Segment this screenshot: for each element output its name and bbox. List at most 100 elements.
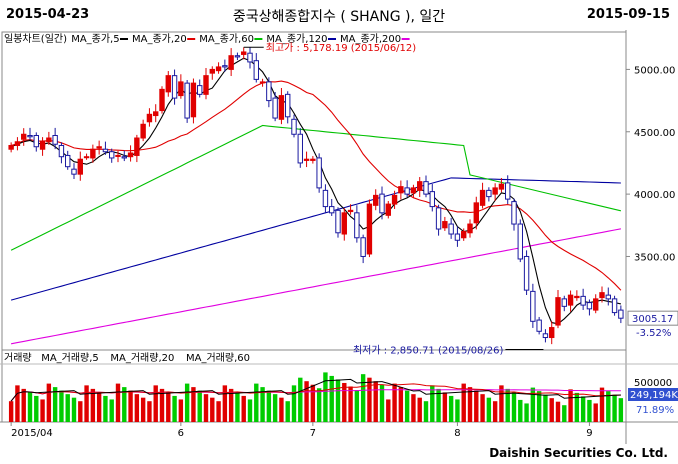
candle-body-88: [561, 298, 567, 307]
volume-legend-0: 거래량: [4, 352, 32, 364]
volume-bar-22: [147, 401, 152, 422]
last-price-label: 3005.17: [632, 314, 673, 325]
candle-body-3: [27, 135, 33, 138]
candle-body-66: [423, 181, 429, 195]
volume-bar-12: [84, 385, 89, 422]
volume-bar-50: [323, 372, 328, 422]
candle-body-92: [586, 302, 593, 310]
volume-bar-35: [228, 388, 234, 422]
volume-bar-40: [260, 387, 265, 422]
volume-bar-33: [216, 401, 221, 422]
volume-bar-69: [442, 392, 448, 422]
candle-body-35: [228, 55, 234, 70]
volume-bar-34: [222, 385, 228, 422]
volume-bar-8: [59, 390, 64, 422]
volume-bar-82: [524, 403, 529, 422]
high-annotation: 최고가 : 5,178.19 (2015/06/12): [266, 42, 417, 54]
candle-body-2: [21, 133, 27, 140]
price-legend-5: MA_종가,200: [340, 33, 401, 45]
volume-bar-80: [511, 392, 517, 422]
volume-bar-66: [423, 401, 429, 422]
candle-body-8: [58, 144, 65, 158]
volume-bar-68: [436, 388, 441, 422]
candle-body-62: [398, 186, 404, 194]
candle-body-54: [347, 209, 354, 213]
volume-bar-11: [78, 401, 83, 422]
volume-bar-44: [285, 401, 290, 422]
volume-bar-6: [46, 383, 52, 422]
volume-bar-43: [279, 397, 284, 422]
candle-body-49: [316, 157, 322, 189]
price-legend-1: MA_종가,5: [71, 33, 119, 45]
volume-bar-10: [71, 397, 77, 422]
price-tick-label-1: 4500.00: [634, 128, 675, 139]
last-volume-box: [628, 388, 678, 401]
candle-body-11: [77, 158, 83, 175]
candle-body-83: [530, 290, 536, 322]
candle-body-55: [354, 212, 360, 239]
volume-bar-57: [367, 377, 372, 422]
price-legend-3: MA_종가,60: [199, 33, 254, 45]
volume-bar-20: [134, 394, 140, 422]
candle-body-64: [410, 187, 417, 194]
stock-chart[interactable]: 5000.00 4500.00 4000.00 3500.00 2015/04 6 7 8 9 일…: [0, 30, 678, 444]
volume-legend-3: MA_거래량,60: [186, 352, 250, 364]
candle-body-7: [52, 135, 58, 145]
x-tick-label-0: 2015/04: [11, 428, 53, 439]
candle-body-25: [165, 75, 171, 93]
candle-body-73: [467, 223, 473, 234]
candle-body-48: [310, 158, 316, 161]
volume-bar-9: [65, 394, 70, 422]
candle-body-45: [291, 118, 297, 135]
candle-body-67: [429, 191, 435, 208]
volume-bar-73: [467, 387, 473, 422]
candle-body-74: [473, 202, 479, 224]
volume-bar-17: [115, 383, 121, 422]
candle-body-1: [14, 141, 21, 146]
candle-body-41: [266, 81, 272, 102]
candle-body-22: [146, 113, 153, 123]
volume-bar-58: [373, 381, 378, 422]
volume-bar-30: [197, 390, 202, 422]
volume-bar-51: [329, 375, 334, 422]
volume-bar-13: [90, 388, 96, 422]
volume-bar-86: [549, 398, 554, 422]
candle-body-86: [549, 327, 555, 339]
end-date: 2015-09-15: [586, 7, 670, 22]
volume-bar-60: [386, 399, 391, 422]
candle-body-17: [115, 154, 121, 157]
candle-body-78: [498, 183, 505, 190]
candle-body-52: [335, 209, 341, 234]
volume-bar-7: [52, 387, 58, 422]
volume-bar-3: [27, 392, 33, 422]
candle-body-10: [71, 168, 77, 175]
candle-body-38: [247, 52, 253, 63]
price-tick-label-0: 5000.00: [634, 65, 675, 76]
volume-bar-94: [599, 387, 605, 422]
candle-body-75: [479, 189, 486, 206]
candle-body-27: [178, 81, 184, 97]
candle-body-6: [46, 137, 52, 143]
ma20-line: [10, 80, 622, 291]
chart-title: 중국상해종합지수 ( SHANG ), 일간: [232, 9, 446, 25]
volume-bar-42: [272, 394, 278, 422]
volume-bar-52: [335, 379, 341, 422]
candle-body-89: [567, 294, 574, 306]
volume-bar-18: [122, 387, 127, 422]
volume-bar-46: [298, 377, 303, 422]
candle-body-94: [599, 292, 605, 299]
last-volume-ratio: 71.89%: [636, 405, 674, 416]
volume-bar-83: [530, 387, 536, 422]
x-tick-label-2: 7: [310, 428, 316, 439]
candle-body-95: [605, 294, 611, 300]
volume-bar-87: [555, 401, 561, 422]
volume-bar-78: [499, 385, 504, 422]
volume-bar-36: [235, 392, 240, 422]
price-tick-label-2: 4000.00: [634, 190, 675, 201]
volume-bar-26: [172, 395, 177, 422]
volume-bar-41: [266, 390, 272, 422]
volume-bar-27: [178, 399, 184, 422]
x-tick-label-4: 9: [586, 428, 592, 439]
candle-body-80: [511, 201, 517, 225]
volume-bar-45: [291, 385, 297, 422]
